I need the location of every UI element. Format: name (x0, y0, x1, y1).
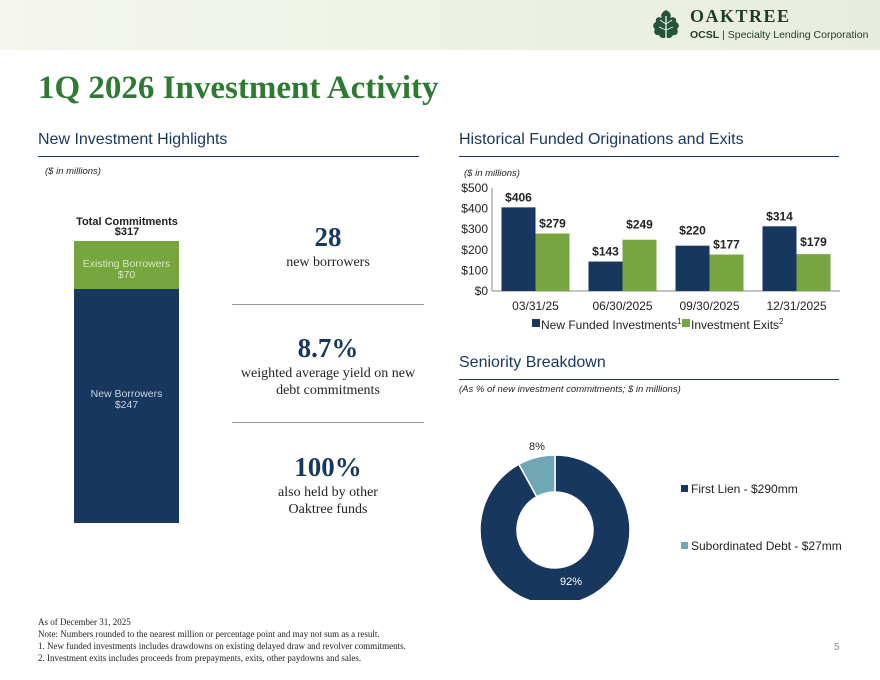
brand-separator: | (719, 29, 728, 41)
y-tick-label: $0 (475, 284, 489, 298)
legend-first-lien: First Lien - $290mm (691, 482, 798, 496)
legend-exits: Investment Exits2 (691, 317, 783, 332)
new-borrowers-value: $247 (114, 399, 139, 411)
x-tick-label: 12/31/2025 (766, 299, 826, 313)
x-tick-label: 09/30/2025 (679, 299, 739, 313)
stat-oaktree-desc-line: also held by other (278, 485, 378, 500)
seniority-section-rule (459, 379, 839, 380)
bar-new-funded (762, 226, 797, 291)
stats-divider (232, 304, 424, 305)
bar-data-label: $314 (766, 209, 793, 223)
brand-name: OAKTREE (690, 6, 791, 26)
legend-swatch-subordinated (681, 542, 688, 549)
total-commitments-value: $317 (114, 226, 140, 238)
footnote-marker: 1 (677, 317, 682, 326)
bar-data-label: $177 (713, 238, 740, 252)
total-commitments-title: Total Commitments (76, 216, 178, 228)
existing-borrowers-name: Existing Borrowers (82, 258, 171, 270)
stat-yield-desc-line: weighted average yield on new (240, 366, 416, 381)
highlights-section-title: New Investment Highlights (38, 131, 228, 148)
header-band (0, 0, 880, 50)
existing-borrowers-value: $70 (117, 269, 136, 281)
donut-slice-first-lien (479, 454, 631, 600)
donut-label-subordinated: 8% (529, 441, 545, 453)
footer-footnote-2: 2. Investment exits includes proceeds fr… (38, 653, 362, 663)
x-tick-label: 03/31/25 (512, 299, 559, 313)
bar-data-label: $143 (592, 245, 619, 259)
legend-swatch-new-funded (532, 319, 540, 327)
bar-exits (709, 254, 744, 291)
originations-units-note: ($ in millions) (464, 168, 520, 179)
stat-yield-desc: weighted average yield on new debt commi… (232, 365, 424, 399)
bar-exits (535, 233, 570, 291)
stat-new-borrowers-desc: new borrowers (286, 255, 370, 270)
oak-leaf-icon (653, 10, 679, 41)
bar-new-funded (675, 245, 710, 291)
page-title: 1Q 2026 Investment Activity (38, 70, 439, 106)
x-tick-label: 06/30/2025 (592, 299, 652, 313)
bar-exits (796, 254, 831, 291)
new-borrowers-segment (74, 289, 179, 523)
originations-bar-chart: $0 $100 $200 $300 $400 $500 03/31/25 06/30/2025… (461, 181, 840, 313)
donut-label-first-lien: 92% (560, 576, 583, 588)
y-tick-label: $400 (461, 202, 488, 216)
stats-divider (232, 422, 424, 423)
existing-borrowers-label: Existing Borrowers $70 (74, 259, 179, 281)
highlights-section-rule (38, 156, 419, 157)
footer-as-of: As of December 31, 2025 (38, 617, 131, 627)
existing-borrowers-segment (74, 241, 179, 289)
bar-data-label: $220 (679, 224, 706, 238)
legend-swatch-first-lien (681, 485, 688, 492)
brand-ticker: OCSL (690, 29, 720, 41)
stat-new-borrowers-value: 28 (314, 222, 342, 252)
brand-company: Specialty Lending Corporation (727, 29, 869, 41)
donut-slice-subordinated (517, 454, 556, 498)
footnote-marker: 2 (779, 317, 784, 326)
footer-note: Note: Numbers rounded to the nearest mil… (38, 629, 380, 639)
legend-new-funded-label: New Funded Investments (541, 318, 678, 332)
total-commitments-label: Total Commitments $317 (74, 216, 180, 238)
new-borrowers-name: New Borrowers (90, 388, 163, 400)
page-number: 5 (834, 642, 840, 653)
originations-section-title: Historical Funded Originations and Exits (459, 131, 744, 148)
seniority-donut-chart (479, 454, 631, 600)
legend-exits-label: Investment Exits (691, 318, 780, 332)
stat-oaktree-desc: also held by other Oaktree funds (232, 484, 424, 518)
legend-swatch-exits (682, 319, 690, 327)
bar-data-label: $406 (505, 190, 532, 204)
stat-yield-desc-line: debt commitments (276, 383, 380, 398)
bar-new-funded (501, 207, 536, 291)
legend-subordinated: Subordinated Debt - $27mm (691, 539, 842, 553)
brand-subtitle: OCSL | Specialty Lending Corporation (690, 29, 868, 41)
stat-yield-value: 8.7% (297, 333, 359, 363)
seniority-section-title: Seniority Breakdown (459, 354, 606, 371)
y-tick-label: $300 (461, 222, 488, 236)
bar-exits (622, 239, 657, 291)
footer-footnote-1: 1. New funded investments includes drawd… (38, 641, 406, 651)
originations-section-rule (459, 156, 839, 157)
new-borrowers-label: New Borrowers $247 (74, 389, 179, 411)
y-tick-label: $200 (461, 243, 488, 257)
legend-new-funded: New Funded Investments1 (541, 317, 682, 332)
bar-new-funded (588, 261, 623, 291)
bar-data-label: $179 (800, 235, 827, 249)
highlights-units-note: ($ in millions) (45, 166, 101, 177)
bar-data-label: $249 (626, 218, 653, 232)
stat-oaktree-desc-line: Oaktree funds (288, 502, 368, 517)
y-tick-label: $500 (461, 181, 488, 195)
seniority-units-note: (As % of new investment commitments; $ i… (459, 384, 681, 395)
y-tick-label: $100 (461, 263, 488, 277)
stat-oaktree-value: 100% (294, 452, 362, 482)
bar-data-label: $279 (539, 217, 566, 231)
